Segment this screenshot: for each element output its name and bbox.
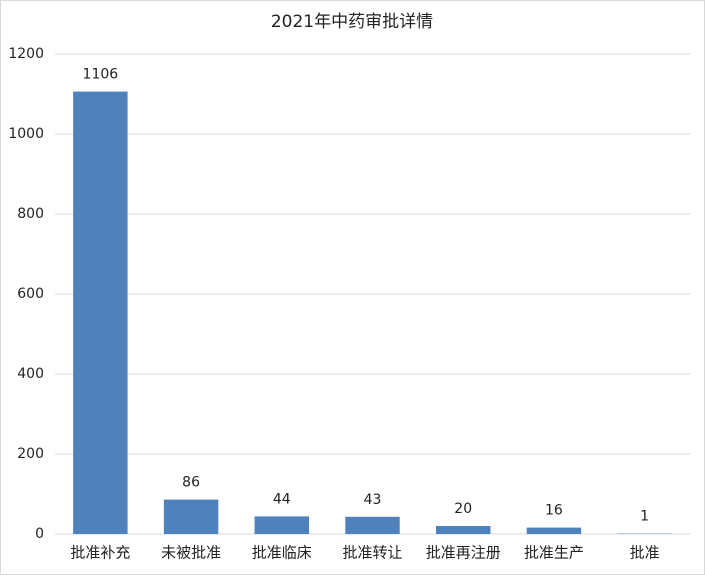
data-label: 16	[545, 503, 563, 519]
x-tick-label: 批准	[630, 544, 660, 562]
data-label: 1	[640, 509, 649, 525]
data-label: 86	[182, 475, 200, 491]
bar	[254, 516, 309, 534]
y-tick-label: 1000	[8, 126, 44, 142]
data-label: 43	[364, 492, 382, 508]
x-tick-label: 批准转让	[342, 544, 402, 562]
data-label: 20	[454, 501, 472, 517]
bar	[73, 91, 128, 534]
y-tick-label: 0	[35, 526, 44, 542]
x-tick-label: 未被批准	[161, 544, 221, 562]
data-label: 1106	[83, 67, 119, 83]
y-tick-label: 600	[17, 286, 44, 302]
x-tick-label: 批准补充	[70, 544, 130, 562]
x-tick-label: 批准临床	[252, 544, 312, 562]
x-tick-label: 批准再注册	[426, 544, 501, 562]
bar	[163, 499, 219, 534]
bar	[436, 526, 491, 534]
bar	[526, 527, 582, 534]
x-tick-label: 批准生产	[524, 544, 584, 562]
chart-title: 2021年中药审批详情	[271, 12, 433, 32]
data-label: 44	[273, 491, 291, 507]
y-tick-label: 400	[17, 366, 44, 382]
y-tick-label: 200	[17, 446, 44, 462]
bar	[345, 516, 400, 534]
y-tick-label: 800	[17, 206, 44, 222]
y-tick-label: 1200	[8, 46, 44, 62]
